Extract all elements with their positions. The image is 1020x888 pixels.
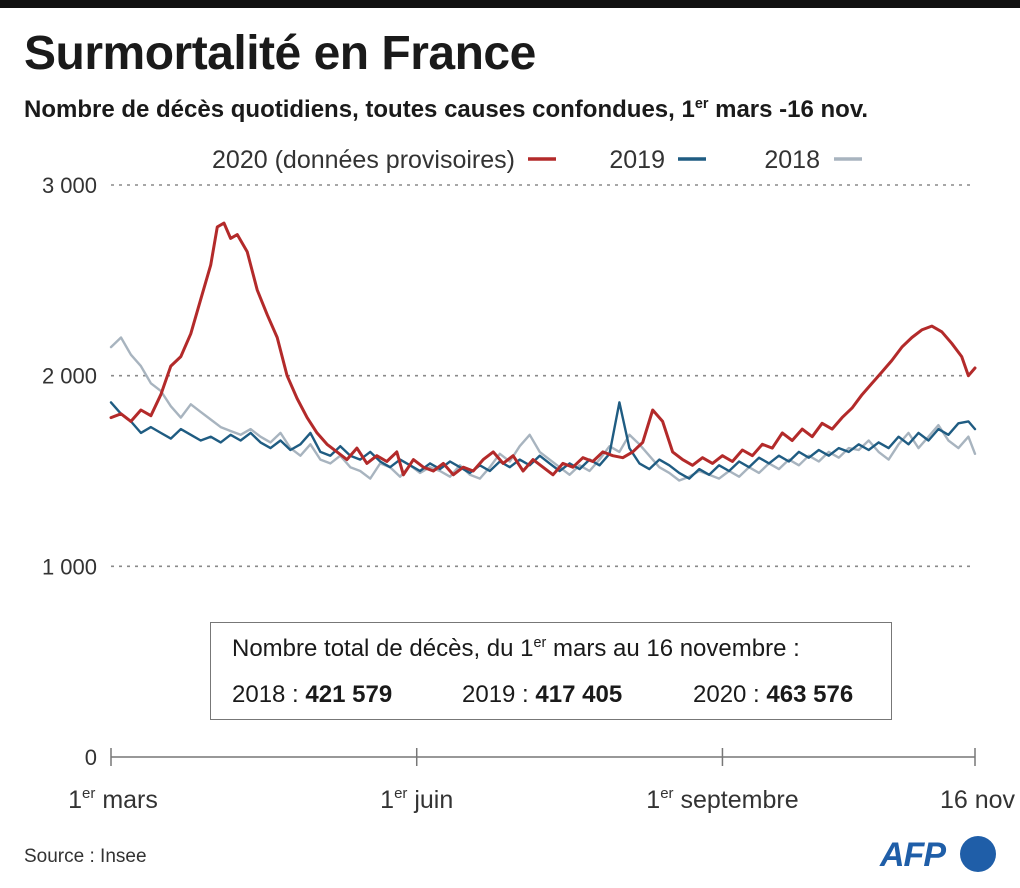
y-tick-label: 0 <box>85 745 97 770</box>
chart-title: Surmortalité en France <box>24 27 536 80</box>
total-2018: 2018 : 421 579 <box>232 681 392 709</box>
total-2020-label: 2020 : <box>693 681 767 708</box>
series-line-2018 <box>109 336 977 482</box>
total-2019-label: 2019 : <box>462 681 536 708</box>
x-tick-label: 1er mars <box>68 785 158 814</box>
source-note: Source : Insee <box>24 846 147 867</box>
gridlines <box>111 184 975 568</box>
y-tick-label: 3 000 <box>42 173 97 198</box>
subtitle-superscript: er <box>694 96 709 112</box>
x-tick-label: 16 nov <box>940 786 1016 814</box>
subtitle-text-end: mars -16 nov. <box>708 96 869 123</box>
x-axis: 1er mars 1er juin 1er septembre 16 nov <box>68 748 1015 814</box>
legend-label-2020: 2020 (données provisoires) <box>212 146 515 174</box>
legend-label-2019: 2019 <box>609 146 665 174</box>
total-2020: 2020 : 463 576 <box>693 681 853 709</box>
total-2020-value: 463 576 <box>766 681 854 708</box>
y-axis-tick-labels: 0 1 000 2 000 3 000 <box>42 173 97 770</box>
chart-subtitle: Nombre de décès quotidiens, toutes cause… <box>24 96 868 124</box>
x-tick-label: 1er juin <box>380 785 453 814</box>
series-line-2020 <box>109 221 977 477</box>
top-rule <box>0 0 1020 8</box>
y-tick-label: 1 000 <box>42 554 97 579</box>
afp-logo: AFP <box>880 834 998 876</box>
total-2018-label: 2018 : <box>232 681 306 708</box>
afp-logo-dot <box>960 836 996 872</box>
series-line-2019 <box>109 401 977 480</box>
series-lines <box>109 221 977 482</box>
totals-heading-superscript: er <box>533 635 547 651</box>
totals-heading-start: Nombre total de décès, du 1 <box>232 635 534 662</box>
x-tick-label: 1er septembre <box>646 785 798 814</box>
totals-heading-end: mars au 16 novembre : <box>546 635 800 662</box>
legend: 2020 (données provisoires) 2019 2018 <box>212 146 862 174</box>
totals-heading: Nombre total de décès, du 1er mars au 16… <box>232 635 800 663</box>
total-2018-value: 421 579 <box>305 681 393 708</box>
subtitle-text-start: Nombre de décès quotidiens, toutes cause… <box>24 96 695 123</box>
legend-label-2018: 2018 <box>764 146 820 174</box>
total-2019-value: 417 405 <box>535 681 623 708</box>
afp-logo-text: AFP <box>880 836 946 874</box>
totals-box: Nombre total de décès, du 1er mars au 16… <box>210 622 892 720</box>
total-2019: 2019 : 417 405 <box>462 681 622 709</box>
y-tick-label: 2 000 <box>42 364 97 389</box>
